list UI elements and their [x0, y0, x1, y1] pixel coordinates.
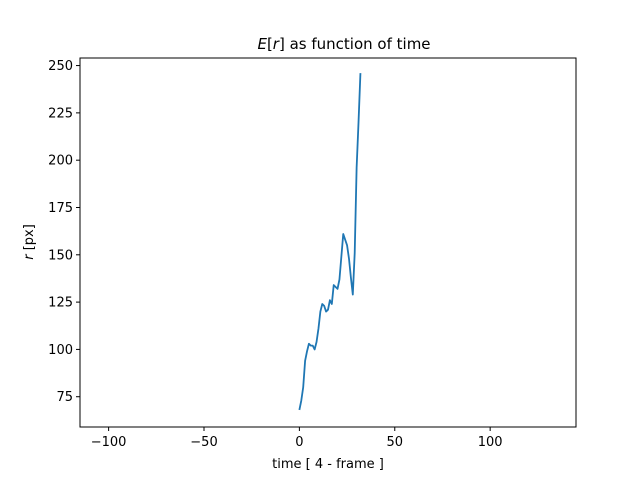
x-axis: −100 −50 0 50 100	[91, 427, 503, 450]
chart-title: E[r] as function of time	[257, 35, 430, 53]
y-tick-label: 75	[56, 390, 73, 405]
y-tick-label: 175	[48, 201, 73, 216]
y-tick-label: 125	[48, 296, 73, 311]
y-tick-label: 100	[48, 343, 73, 358]
y-axis: 75 100 125 150 175 200 225 250	[48, 59, 80, 405]
y-label-rest: [px]	[22, 224, 37, 254]
series-line	[298, 73, 362, 411]
plot-area	[298, 73, 362, 411]
y-tick-label: 225	[48, 106, 73, 121]
title-italic-r: r	[273, 35, 280, 53]
title-italic-e: E	[257, 35, 267, 53]
x-tick-label: 0	[295, 435, 303, 450]
y-tick-label: 250	[48, 59, 73, 74]
y-tick-label: 150	[48, 248, 73, 263]
y-label-italic-r: r	[22, 253, 37, 260]
y-tick-label: 200	[48, 154, 73, 169]
x-tick-label: −50	[190, 435, 217, 450]
title-rest: as function of time	[285, 35, 431, 53]
x-tick-label: 100	[478, 435, 503, 450]
y-axis-label: r [px]	[22, 224, 37, 260]
x-tick-label: −100	[91, 435, 127, 450]
x-tick-label: 50	[386, 435, 403, 450]
plot-frame	[79, 57, 577, 428]
x-axis-label: time [ 4 - frame ]	[272, 457, 384, 472]
title-bracket-close: ]	[279, 35, 285, 53]
title-bracket-open: [	[267, 35, 273, 53]
